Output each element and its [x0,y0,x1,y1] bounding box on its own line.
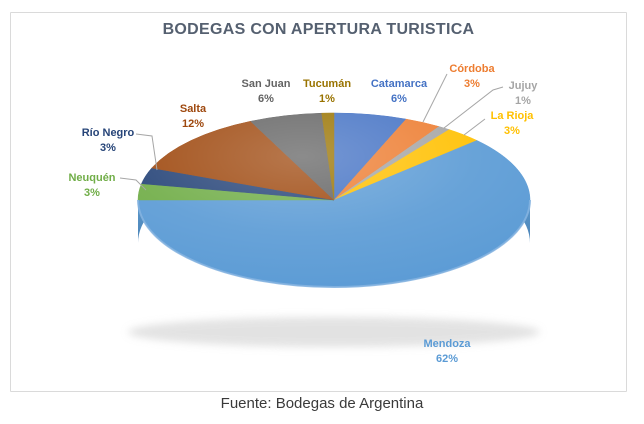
slice-label-percent: 62% [435,353,459,365]
slice-label-percent: 1% [319,93,335,105]
slice-label-name: Córdoba [449,63,495,75]
slice-label-percent: 1% [515,95,531,107]
slice-label-percent: 3% [100,142,116,154]
slice-label-neuquén: Neuquén 3% [68,171,115,201]
slice-label-name: Salta [179,103,207,115]
slice-label-la-rioja: La Rioja 3% [491,109,534,139]
leader-line-río-negro [135,133,158,171]
slice-label-salta: Salta 12% [180,102,206,132]
slice-label-percent: 6% [391,93,407,105]
slice-label-percent: 3% [84,187,100,199]
slice-label-catamarca: Catamarca 6% [371,77,427,107]
slice-label-percent: 3% [504,125,520,137]
pie-shadow [128,317,540,347]
slice-label-name: Jujuy [508,80,538,92]
slice-label-name: Neuquén [68,172,116,184]
chart-title: BODEGAS CON APERTURA TURISTICA [162,21,475,38]
leader-line-córdoba [422,73,448,123]
slice-label-name: San Juan [241,78,291,90]
slice-label-name: Mendoza [423,338,471,350]
slice-label-río-negro: Río Negro 3% [82,126,135,156]
slice-label-name: Río Negro [81,127,135,139]
slice-label-name: Tucumán [302,78,352,90]
slice-label-san-juan: San Juan 6% [242,77,291,107]
pie-rim-highlight [137,199,531,288]
slice-label-mendoza: Mendoza 62% [423,337,470,367]
figure-caption: Fuente: Bodegas de Argentina [220,395,424,412]
slice-label-name: La Rioja [490,110,534,122]
slice-label-córdoba: Córdoba 3% [449,62,494,92]
slice-label-jujuy: Jujuy 1% [509,79,538,109]
slice-label-percent: 12% [181,118,205,130]
slice-label-name: Catamarca [370,78,428,90]
leader-line-neuquén [119,177,147,191]
slice-label-percent: 6% [258,93,274,105]
slice-label-percent: 3% [464,78,480,90]
slice-label-tucumán: Tucumán 1% [303,77,351,107]
leader-line-jujuy [443,86,504,129]
leader-line-la-rioja [463,118,486,136]
